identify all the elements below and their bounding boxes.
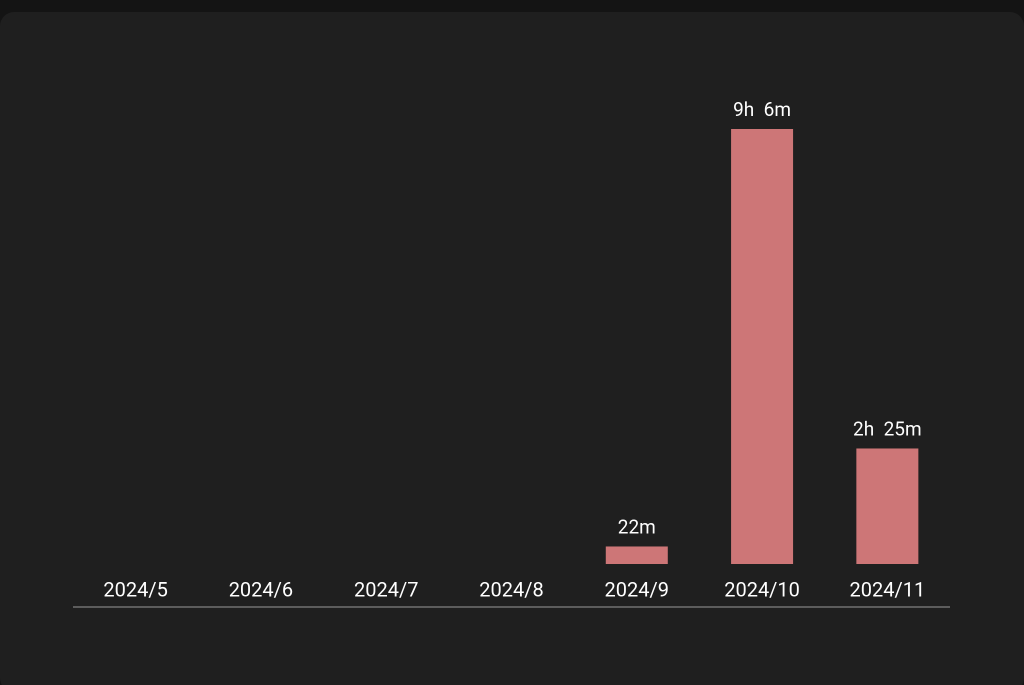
x-tick-label: 2024/7 — [354, 577, 418, 601]
value-label: 2h 25m — [853, 417, 922, 440]
x-tick-label: 2024/9 — [605, 577, 669, 601]
x-tick-label: 2024/10 — [724, 577, 800, 601]
x-tick-label: 2024/6 — [229, 577, 293, 601]
x-tick-label: 2024/8 — [479, 577, 543, 601]
value-label: 22m — [618, 515, 656, 538]
x-tick-label: 2024/11 — [850, 577, 926, 601]
bar — [605, 546, 668, 564]
bar — [731, 129, 794, 564]
bar — [856, 448, 919, 564]
x-tick-label: 2024/5 — [103, 577, 167, 601]
value-label: 9h 6m — [733, 98, 791, 121]
